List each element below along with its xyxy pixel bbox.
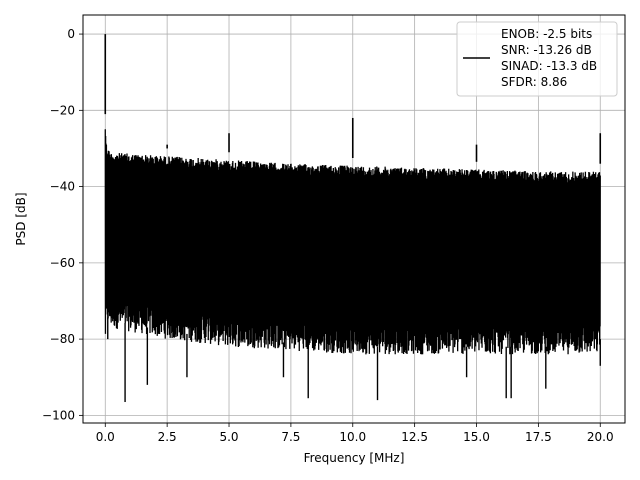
legend-line-3: SINAD: -13.3 dB (501, 59, 597, 73)
x-tick-label: 0.0 (96, 430, 115, 444)
y-tick-label: −40 (50, 180, 75, 194)
psd-noise-trace (104, 129, 601, 355)
plot-area (104, 34, 602, 403)
x-tick-label: 5.0 (219, 430, 238, 444)
x-ticks: 0.0 2.5 5.0 7.5 10.0 12.5 15.0 17.5 20.0 (96, 423, 614, 444)
x-tick-label: 12.5 (401, 430, 428, 444)
y-tick-label: −20 (50, 103, 75, 117)
x-tick-label: 10.0 (339, 430, 366, 444)
y-tick-label: 0 (67, 27, 75, 41)
legend: ENOB: -2.5 bits SNR: -13.26 dB SINAD: -1… (456, 21, 618, 97)
x-tick-label: 17.5 (525, 430, 552, 444)
y-tick-label: −100 (42, 408, 75, 422)
x-tick-label: 2.5 (158, 430, 177, 444)
x-tick-label: 15.0 (463, 430, 490, 444)
legend-line-2: SNR: -13.26 dB (501, 43, 592, 57)
x-axis-label: Frequency [MHz] (304, 451, 405, 465)
y-ticks: 0 −20 −40 −60 −80 −100 (42, 27, 83, 422)
axes-frame (82, 14, 626, 424)
x-tick-label: 20.0 (587, 430, 614, 444)
legend-line-1: ENOB: -2.5 bits (501, 27, 592, 41)
legend-box (456, 21, 618, 97)
y-tick-label: −80 (50, 332, 75, 346)
legend-line-4: SFDR: 8.86 (501, 75, 567, 89)
y-axis-label: PSD [dB] (14, 192, 28, 245)
y-tick-label: −60 (50, 256, 75, 270)
x-tick-label: 7.5 (281, 430, 300, 444)
